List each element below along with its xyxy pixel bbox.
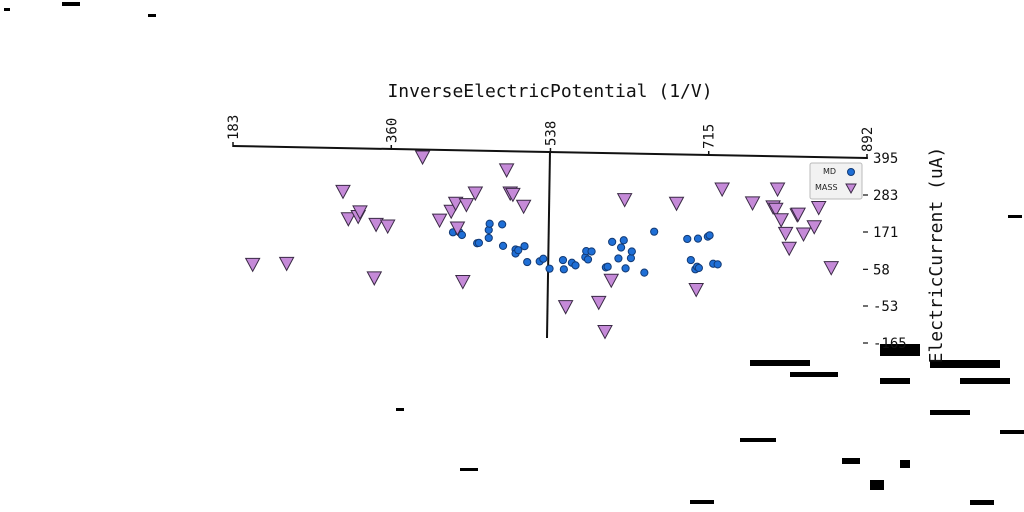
- data-point-md: [545, 264, 554, 273]
- legend-marker-md: [847, 168, 855, 176]
- data-point-md: [626, 253, 636, 263]
- data-point-mass: [668, 196, 685, 212]
- data-point-mass: [616, 193, 633, 208]
- legend-label-mass: MASS: [815, 183, 838, 192]
- data-point-mass: [773, 213, 789, 228]
- y-tick-label: 171: [873, 225, 898, 241]
- x-tick-label: 892: [860, 127, 876, 152]
- data-point-mass: [458, 198, 475, 213]
- data-point-mass: [414, 150, 431, 166]
- data-point-mass: [352, 205, 368, 220]
- data-point-md: [523, 257, 532, 267]
- data-point-md: [694, 263, 703, 273]
- series-md: [448, 219, 722, 277]
- background-specks: [4, 2, 1024, 505]
- data-point-mass: [767, 202, 784, 218]
- data-point-md: [559, 265, 568, 274]
- y-tick-label: 395: [873, 151, 898, 167]
- data-point-mass: [744, 196, 761, 211]
- data-point-md: [705, 231, 714, 240]
- y-ticks: 395 283 171 58 -53 -165: [863, 151, 907, 352]
- data-point-mass: [244, 257, 261, 273]
- data-point-md: [650, 227, 659, 236]
- data-point-md: [558, 255, 568, 265]
- data-point-mass: [714, 182, 730, 198]
- data-point-md: [621, 264, 630, 273]
- y-tick-label: 58: [873, 262, 890, 278]
- data-point-mass: [597, 324, 613, 340]
- data-point-mass: [366, 271, 383, 286]
- data-point-md: [498, 220, 507, 229]
- data-point-mass: [368, 217, 384, 233]
- data-point-md: [614, 254, 623, 263]
- data-point-md: [627, 247, 636, 256]
- data-point-md: [485, 219, 494, 228]
- x-axis-title: InverseElectricPotential (1/V): [387, 81, 712, 102]
- y-tick-label: -165: [873, 336, 907, 352]
- x-ticks: 183 360 538 715 892: [226, 115, 876, 159]
- data-point-mass: [335, 184, 351, 200]
- data-point-md: [520, 242, 529, 251]
- data-point-md: [619, 236, 628, 245]
- plot-series: [244, 150, 840, 340]
- data-point-md: [583, 255, 593, 264]
- data-point-md: [693, 234, 703, 243]
- data-point-mass: [823, 261, 840, 276]
- data-point-md: [571, 261, 580, 270]
- series-mass: [244, 150, 840, 340]
- data-point-md: [539, 254, 548, 263]
- legend-marker-mass: [845, 183, 857, 195]
- data-point-mass: [781, 241, 798, 257]
- data-point-md: [640, 268, 649, 277]
- data-point-md: [603, 262, 612, 271]
- data-point-md: [713, 260, 722, 269]
- y-axis-title: ElectricCurrent (uA): [926, 147, 947, 364]
- data-point-mass: [557, 300, 574, 315]
- y-tick-label: -53: [873, 299, 898, 315]
- x-tick-label: 538: [543, 121, 559, 146]
- x-tick-label: 183: [226, 115, 242, 140]
- data-point-mass: [379, 219, 396, 235]
- data-point-mass: [431, 213, 448, 229]
- data-point-md: [498, 241, 508, 250]
- data-point-mass: [603, 273, 620, 289]
- data-point-mass: [790, 207, 806, 223]
- x-tick-label: 715: [702, 124, 718, 149]
- data-point-mass: [505, 187, 521, 203]
- data-point-mass: [340, 212, 357, 227]
- data-point-md: [683, 234, 692, 244]
- y-axis-line: [546, 150, 551, 339]
- data-point-mass: [278, 256, 295, 272]
- x-tick-label: 360: [384, 118, 400, 143]
- data-point-md: [686, 255, 695, 265]
- data-point-mass: [498, 163, 515, 178]
- data-point-md: [608, 237, 617, 247]
- y-axis: 395 283 171 58 -53 -165 ElectricCurrent (uA): [546, 147, 947, 364]
- data-point-mass: [769, 182, 786, 198]
- data-point-mass: [688, 282, 705, 298]
- data-point-mass: [590, 295, 607, 311]
- x-axis: 183 360 538 715 892 InverseElectricPotential…: [226, 81, 876, 159]
- data-point-mass: [795, 227, 812, 243]
- data-point-mass: [467, 186, 484, 202]
- data-point-mass: [806, 220, 823, 235]
- data-point-md: [587, 247, 596, 256]
- y-tick-label: 283: [873, 188, 898, 204]
- legend: MD MASS: [809, 162, 863, 200]
- data-point-md: [514, 246, 523, 255]
- data-point-md: [616, 243, 626, 252]
- legend-label-md: MD: [823, 167, 836, 176]
- data-point-md: [457, 230, 467, 240]
- data-point-mass: [777, 226, 794, 242]
- data-point-mass: [449, 221, 466, 237]
- data-point-mass: [515, 199, 532, 215]
- data-point-mass: [447, 196, 464, 212]
- data-point-mass: [454, 275, 471, 290]
- data-point-md: [484, 233, 493, 243]
- data-point-md: [474, 238, 484, 248]
- data-point-mass: [810, 201, 827, 216]
